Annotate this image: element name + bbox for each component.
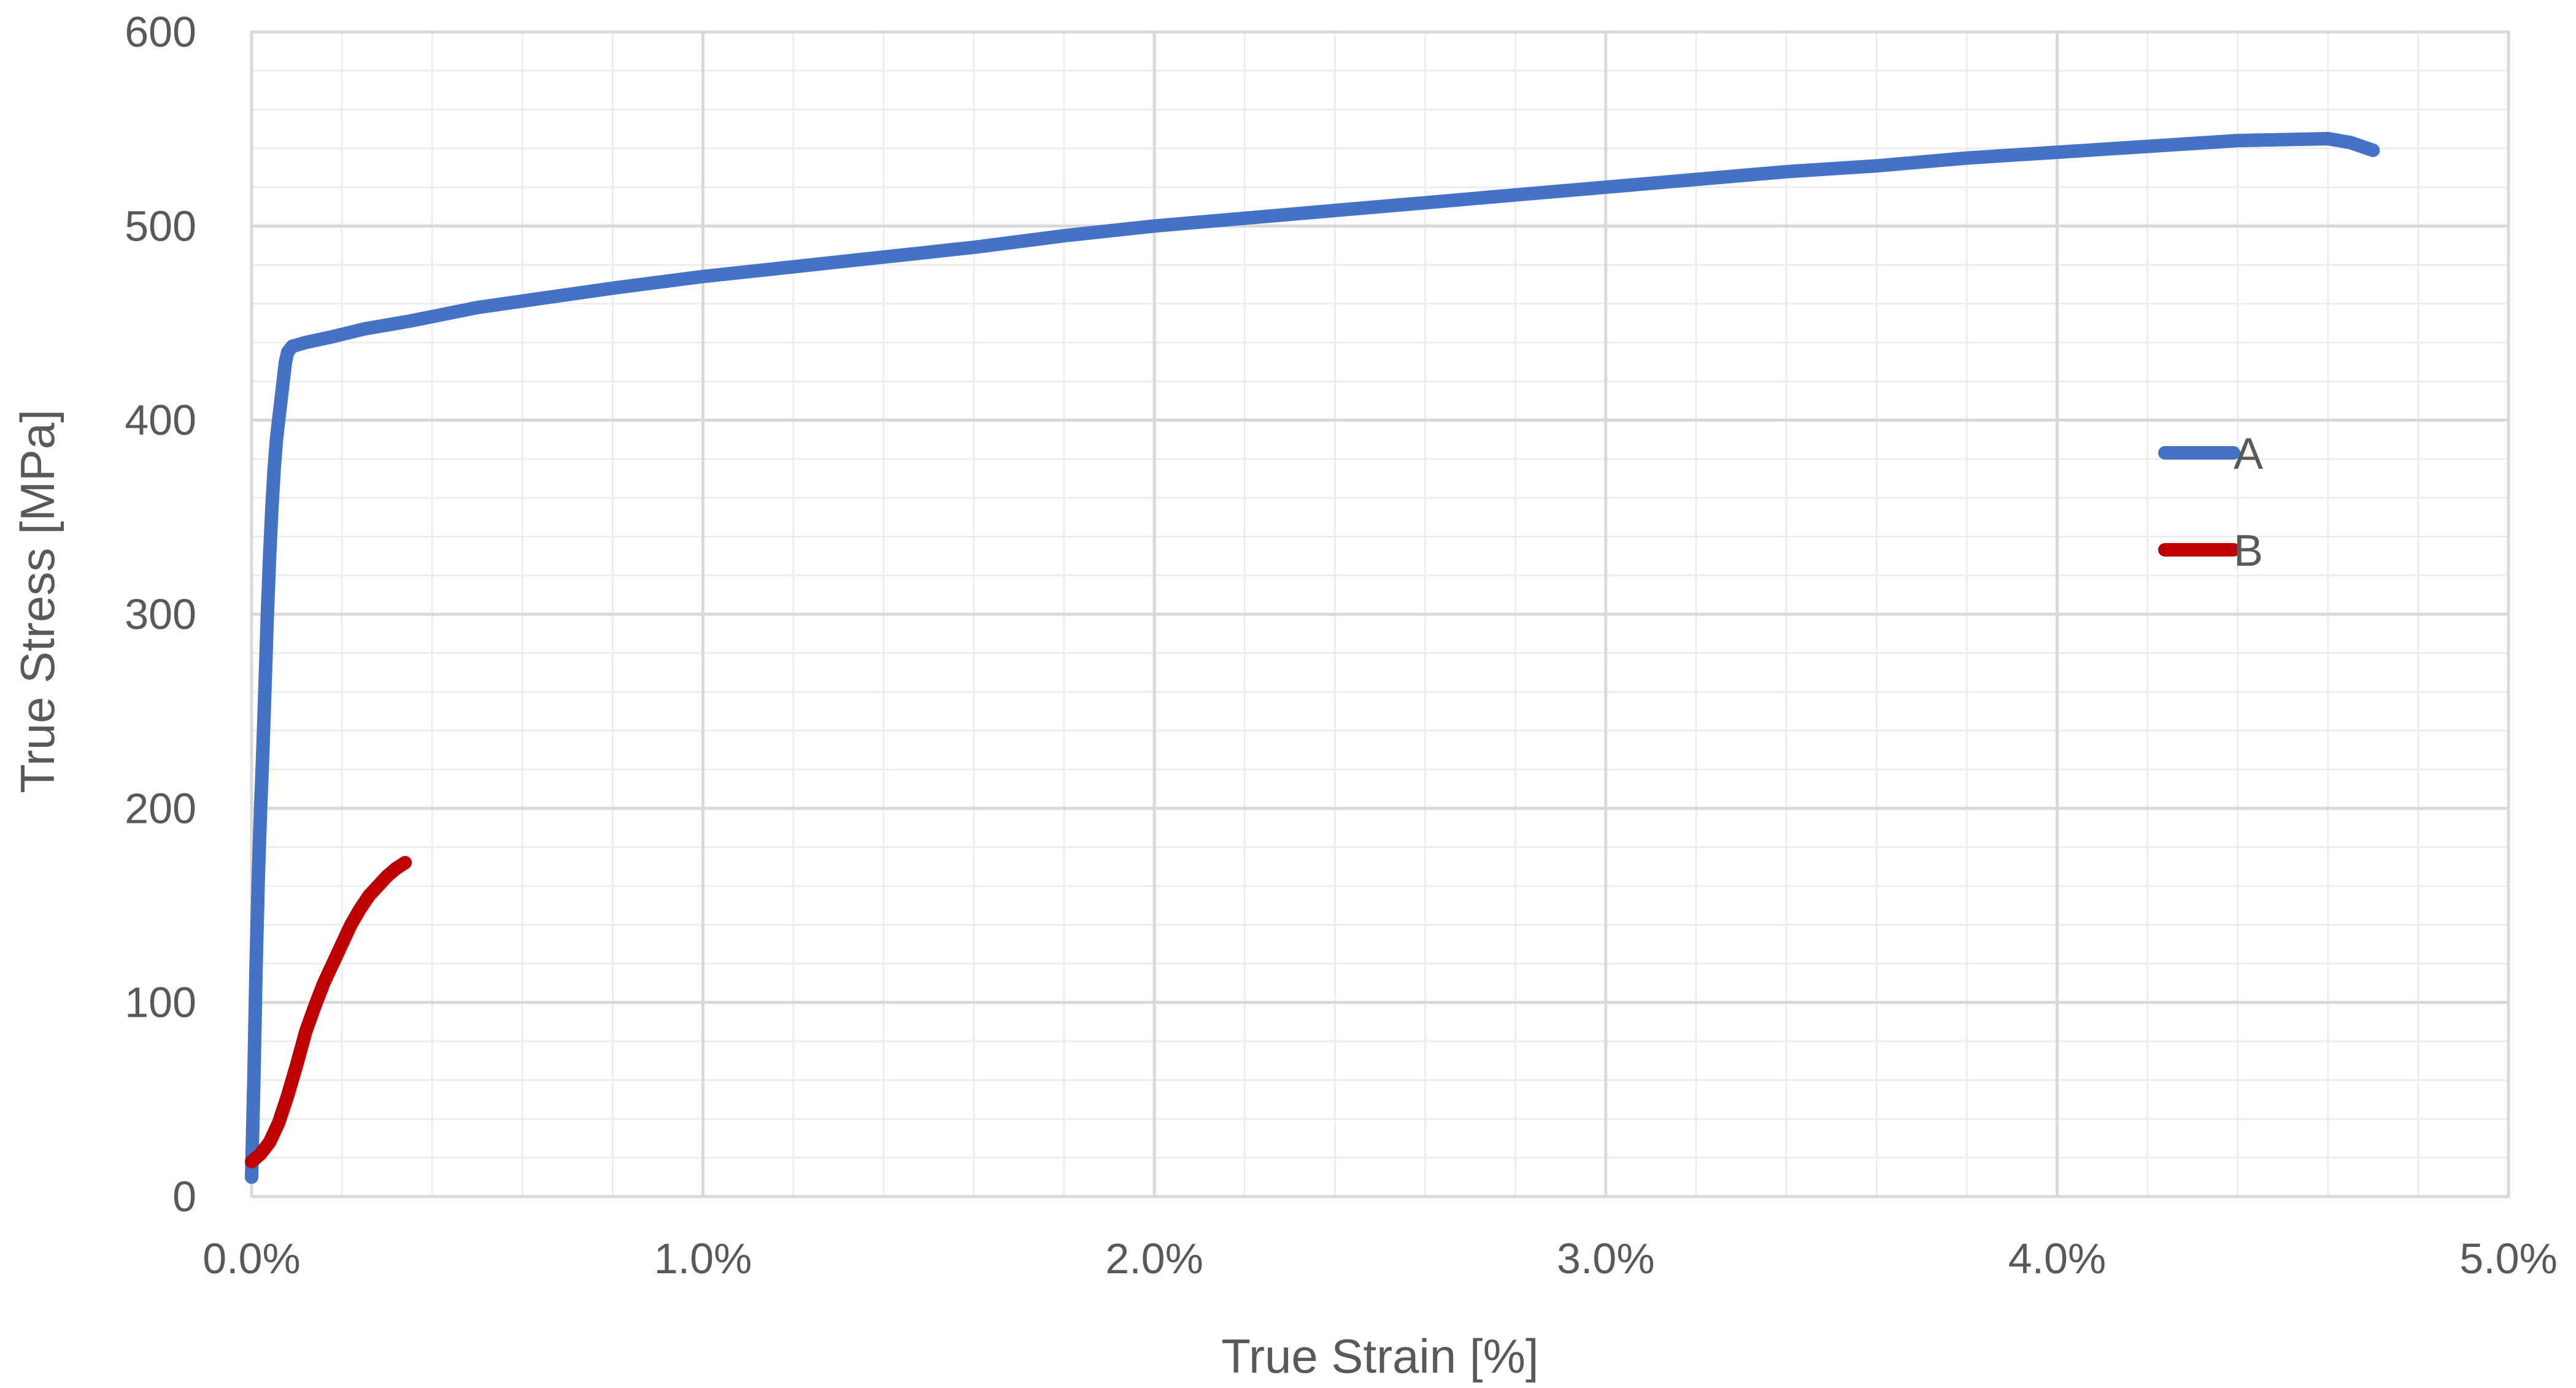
series-layer bbox=[245, 132, 2380, 1184]
x-tick-label: 5.0% bbox=[2459, 1235, 2558, 1282]
y-tick-label: 100 bbox=[125, 979, 196, 1027]
y-tick-label: 600 bbox=[125, 8, 196, 56]
y-tick-label: 300 bbox=[125, 590, 196, 638]
legend-label-b: B bbox=[2234, 526, 2263, 576]
y-tick-label: 500 bbox=[125, 202, 196, 250]
x-tick-label: 2.0% bbox=[1105, 1235, 1203, 1282]
y-axis-title: True Stress [MPa] bbox=[10, 409, 64, 793]
y-tick-label: 0 bbox=[172, 1173, 196, 1220]
axis-layer: 0 100 200 300 400 500 600 0.0% 1.0% 2.0% 3.0% 4.0% 5… bbox=[125, 8, 2558, 1282]
x-tick-label: 4.0% bbox=[2008, 1235, 2107, 1282]
x-tick-label: 0.0% bbox=[202, 1235, 301, 1282]
series-line-a bbox=[245, 132, 2380, 1184]
legend-label-a: A bbox=[2234, 430, 2263, 479]
series-line-b bbox=[245, 855, 412, 1169]
y-tick-label: 200 bbox=[125, 784, 196, 832]
x-tick-label: 1.0% bbox=[654, 1235, 752, 1282]
plot-area-border bbox=[250, 30, 2510, 1198]
y-tick-label: 400 bbox=[125, 396, 196, 444]
x-axis-title: True Strain [%] bbox=[1221, 1329, 1538, 1383]
legend: AB bbox=[2158, 430, 2263, 576]
x-tick-label: 3.0% bbox=[1557, 1235, 1655, 1282]
